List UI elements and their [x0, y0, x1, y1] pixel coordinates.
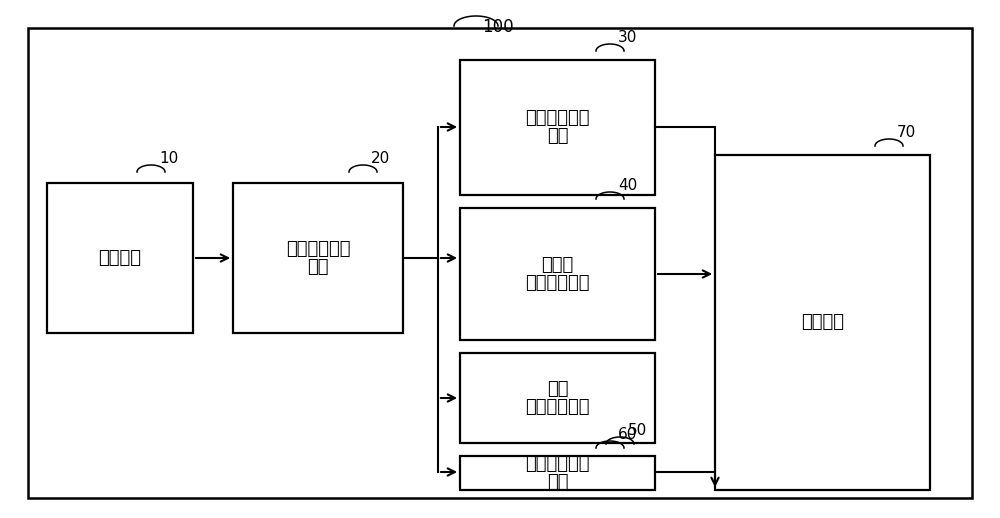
Bar: [460, 353, 655, 443]
Text: 无人机: 无人机: [541, 256, 574, 274]
Bar: [460, 456, 655, 490]
Bar: [47, 183, 193, 333]
Text: 30: 30: [618, 30, 637, 45]
Text: 100: 100: [482, 18, 514, 36]
Text: 接收模块: 接收模块: [98, 249, 142, 267]
Bar: [460, 208, 655, 340]
Text: 姿态编辑模块: 姿态编辑模块: [525, 398, 590, 416]
Text: 模块: 模块: [307, 258, 329, 276]
Text: 发送模块: 发送模块: [801, 313, 844, 332]
Text: 姿态编辑模块: 姿态编辑模块: [525, 274, 590, 292]
Text: 20: 20: [371, 151, 390, 166]
Text: 10: 10: [159, 151, 178, 166]
Text: 50: 50: [628, 423, 647, 438]
Text: 60: 60: [618, 427, 637, 442]
Text: 70: 70: [897, 125, 916, 140]
Text: 飞行轨迹编辑: 飞行轨迹编辑: [525, 109, 590, 127]
Text: 拍摄参数编辑: 拍摄参数编辑: [525, 455, 590, 473]
Text: 40: 40: [618, 178, 637, 193]
Bar: [715, 155, 930, 490]
Text: 模块: 模块: [547, 127, 568, 146]
Bar: [233, 183, 403, 333]
Text: 云台: 云台: [547, 380, 568, 398]
Text: 模块: 模块: [547, 473, 568, 491]
Text: 飞行轨迹生成: 飞行轨迹生成: [286, 240, 350, 258]
Bar: [460, 60, 655, 195]
